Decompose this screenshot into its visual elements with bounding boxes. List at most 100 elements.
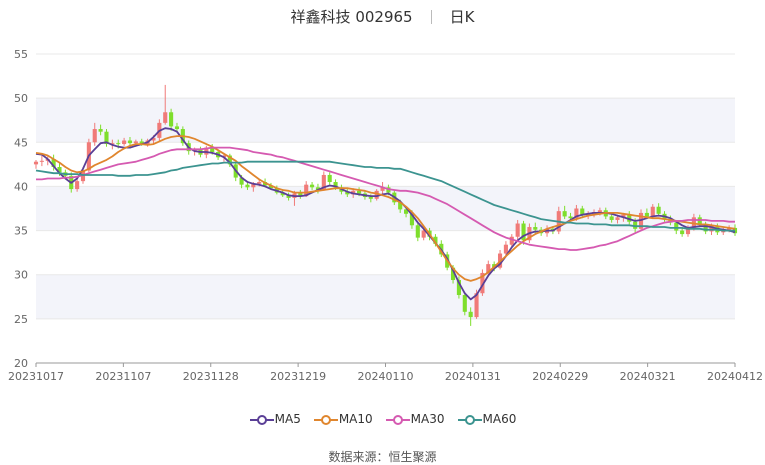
candle-body bbox=[327, 174, 332, 183]
candle-body bbox=[433, 236, 438, 244]
candle-body bbox=[685, 227, 691, 235]
x-tick-label: 20240321 bbox=[620, 370, 676, 383]
stock-code: 002965 bbox=[355, 8, 413, 26]
candle-body bbox=[286, 195, 291, 198]
x-tick-label: 20240229 bbox=[532, 370, 588, 383]
candle-body bbox=[245, 184, 250, 188]
grid-band bbox=[36, 274, 735, 319]
legend-item-ma60[interactable]: MA60 bbox=[457, 412, 516, 426]
candle-body bbox=[409, 213, 414, 226]
candle-body bbox=[509, 236, 514, 245]
candle-body bbox=[650, 206, 655, 217]
candle-body bbox=[474, 293, 479, 318]
candle-body bbox=[568, 216, 573, 219]
y-tick-label: 40 bbox=[14, 180, 28, 193]
candle-body bbox=[133, 141, 138, 144]
legend-item-ma10[interactable]: MA10 bbox=[313, 412, 373, 426]
candle-body bbox=[421, 230, 426, 238]
ma30-line bbox=[36, 146, 735, 251]
candle-body bbox=[462, 295, 467, 312]
candle-body bbox=[480, 272, 485, 294]
candle-body bbox=[92, 129, 97, 143]
candle-body bbox=[468, 311, 473, 318]
period-label: 日K bbox=[449, 8, 475, 26]
candlestick-chart: 20 25 30 35 40 45 50 55 20231017 20231107 20231128… bbox=[8, 48, 763, 383]
candle-body bbox=[57, 167, 62, 173]
candle-body bbox=[139, 141, 144, 145]
legend-swatch-ma10 bbox=[313, 414, 338, 425]
title-separator bbox=[430, 10, 432, 24]
candle-body bbox=[163, 112, 168, 123]
candle-body bbox=[521, 223, 526, 241]
candle-body bbox=[51, 159, 56, 168]
candle-body bbox=[621, 214, 626, 218]
x-tick-label: 20240131 bbox=[445, 370, 501, 383]
y-tick-label: 25 bbox=[14, 313, 28, 326]
candle-body bbox=[151, 137, 156, 141]
candle-body bbox=[110, 143, 115, 145]
candle-body bbox=[633, 221, 638, 229]
candle-body bbox=[321, 174, 326, 190]
legend-item-ma30[interactable]: MA30 bbox=[385, 412, 445, 426]
grid-band bbox=[36, 98, 735, 143]
candle-body bbox=[404, 209, 409, 214]
candle-body bbox=[239, 177, 244, 185]
candle-body bbox=[268, 185, 274, 189]
candle-body bbox=[656, 206, 661, 214]
chart-legend: MA5 MA10 MA30 MA60 bbox=[0, 412, 765, 426]
candle-body bbox=[680, 230, 685, 235]
candle-body bbox=[357, 190, 362, 194]
legend-swatch-ma5 bbox=[249, 414, 274, 425]
legend-item-ma5[interactable]: MA5 bbox=[249, 412, 301, 426]
candle-body bbox=[251, 183, 256, 188]
candle-body bbox=[703, 224, 708, 232]
candle-body bbox=[104, 131, 109, 145]
candle-body bbox=[609, 216, 614, 220]
ma60-line bbox=[35, 160, 735, 232]
candle-body bbox=[533, 227, 538, 230]
candle-body bbox=[456, 280, 461, 296]
candle-body bbox=[415, 225, 420, 238]
data-source-label: 数据来源： bbox=[328, 450, 389, 464]
candle-body bbox=[333, 182, 338, 188]
candle-body bbox=[210, 147, 215, 152]
candle-body bbox=[33, 161, 39, 165]
candle-body bbox=[304, 184, 309, 197]
candle-body bbox=[398, 202, 403, 210]
candle-body bbox=[597, 210, 602, 213]
y-tick-label: 45 bbox=[14, 136, 28, 149]
candle-body bbox=[127, 140, 133, 144]
candle-body bbox=[174, 126, 180, 130]
candle-body bbox=[315, 187, 321, 190]
candle-body bbox=[674, 222, 679, 231]
candle-body bbox=[98, 129, 103, 132]
ma5-line bbox=[35, 127, 736, 301]
candle-body bbox=[515, 223, 520, 237]
candle-body bbox=[374, 190, 379, 199]
y-tick-label: 20 bbox=[14, 357, 28, 370]
candle-body bbox=[380, 187, 385, 191]
x-tick-label: 20240110 bbox=[358, 370, 414, 383]
candle-body bbox=[345, 191, 350, 195]
candle-body bbox=[169, 112, 174, 127]
x-tick-label: 20231219 bbox=[270, 370, 326, 383]
x-tick-label: 20231107 bbox=[95, 370, 151, 383]
y-tick-label: 35 bbox=[14, 225, 28, 238]
candle-body bbox=[503, 244, 508, 254]
candle-body bbox=[574, 208, 579, 219]
candle-body bbox=[644, 212, 649, 217]
candle-body bbox=[122, 140, 127, 145]
legend-swatch-ma30 bbox=[385, 414, 410, 425]
candle-body bbox=[75, 181, 80, 190]
legend-label-ma5: MA5 bbox=[274, 412, 301, 426]
candle-body bbox=[486, 264, 491, 273]
candle-body bbox=[280, 192, 285, 196]
candle-body bbox=[227, 155, 232, 165]
candle-body bbox=[727, 227, 732, 231]
candle-body bbox=[116, 143, 121, 145]
candle-body bbox=[450, 267, 456, 281]
candle-body bbox=[615, 217, 620, 220]
ma10-line bbox=[35, 135, 736, 282]
candle-body bbox=[310, 184, 315, 188]
x-tick-label: 20231128 bbox=[183, 370, 239, 383]
